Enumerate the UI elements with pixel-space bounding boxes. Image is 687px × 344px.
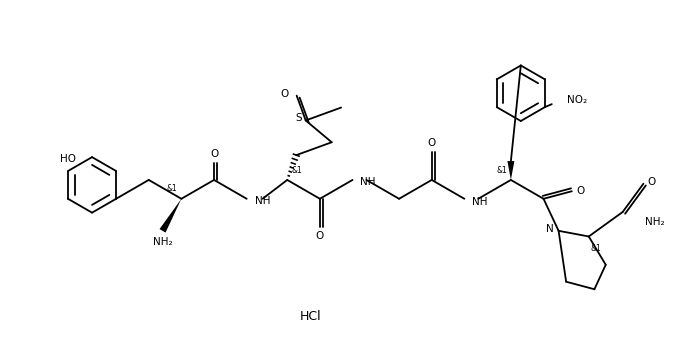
Text: NO₂: NO₂	[567, 95, 587, 105]
Text: O: O	[210, 149, 218, 159]
Text: HCl: HCl	[300, 310, 321, 323]
Text: NH: NH	[472, 197, 488, 207]
Polygon shape	[159, 199, 181, 233]
Text: S: S	[295, 114, 302, 123]
Text: &1: &1	[496, 165, 507, 174]
Text: HO: HO	[60, 154, 76, 164]
Text: NH₂: NH₂	[153, 237, 172, 247]
Text: NH: NH	[255, 196, 270, 206]
Text: &1: &1	[591, 244, 602, 253]
Text: &1: &1	[291, 165, 302, 174]
Text: O: O	[280, 89, 289, 99]
Text: O: O	[576, 186, 585, 196]
Text: O: O	[427, 138, 436, 148]
Text: &1: &1	[167, 184, 177, 193]
Text: O: O	[316, 231, 324, 241]
Polygon shape	[508, 161, 515, 180]
Text: O: O	[647, 177, 655, 187]
Text: NH₂: NH₂	[644, 217, 664, 227]
Text: N: N	[546, 224, 554, 234]
Text: NH: NH	[361, 177, 376, 187]
